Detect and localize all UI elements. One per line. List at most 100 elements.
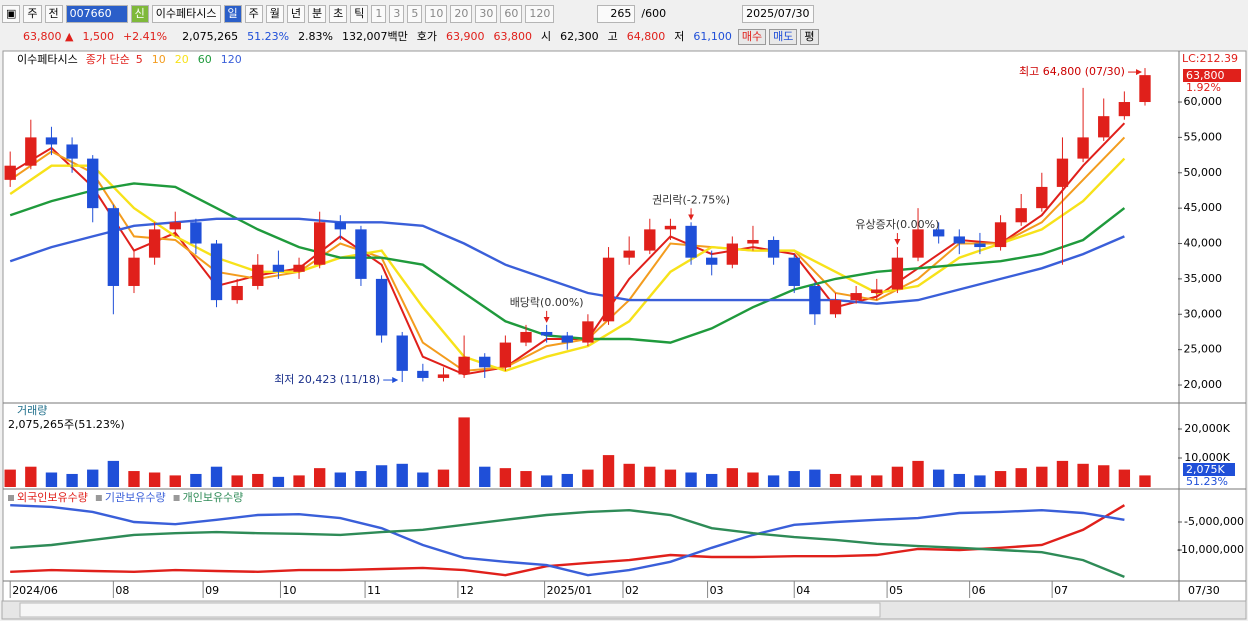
market-select[interactable]: 주	[23, 5, 42, 23]
volume-bar	[788, 471, 800, 487]
candle-body	[974, 243, 986, 248]
volume-bar	[871, 475, 883, 487]
high-label: 고	[607, 30, 618, 43]
volume-bar	[210, 466, 223, 487]
candle-body	[272, 264, 285, 272]
interval-button[interactable]: 30	[475, 5, 498, 23]
count-input[interactable]: 265	[597, 5, 636, 23]
candle-body	[499, 342, 512, 368]
candle-body	[582, 321, 594, 343]
volume-bar	[458, 417, 470, 487]
volume-bar	[582, 469, 594, 487]
legend-entry: 20	[175, 53, 189, 66]
interval-button[interactable]: 20	[450, 5, 473, 23]
legend-entry: 60	[198, 53, 212, 66]
interval-button[interactable]: 5	[407, 5, 423, 23]
low: 61,100	[693, 30, 732, 43]
candle-body	[891, 257, 904, 290]
date-input[interactable]: 2025/07/30	[742, 5, 814, 23]
x-tick-label: 2025/01	[547, 584, 593, 597]
volume-bar	[829, 473, 842, 487]
candle-body	[1098, 116, 1110, 138]
candle-body	[540, 331, 553, 336]
volume-bar	[272, 476, 285, 487]
chart-label: 이수페타시스	[17, 53, 78, 66]
period-button[interactable]: 분	[308, 5, 327, 23]
candle-body	[1139, 75, 1151, 103]
code-input[interactable]: 007660	[65, 5, 128, 23]
candle-body	[1077, 137, 1089, 159]
x-tick-label: 07	[1054, 584, 1068, 597]
high: 64,800	[626, 30, 666, 43]
candle-body	[685, 225, 697, 258]
sell-button[interactable]: 매도	[769, 29, 798, 45]
candle-body	[479, 356, 491, 368]
panel-title: 거래량	[17, 404, 47, 417]
candle-body	[25, 137, 37, 166]
volume-bar	[128, 471, 140, 487]
candle-body	[644, 229, 656, 251]
volume-bar	[417, 472, 429, 487]
legend-entry: 개인보유수량	[183, 491, 244, 504]
period-button[interactable]: 초	[329, 5, 348, 23]
y-tick-label: 10,000K	[1184, 451, 1230, 464]
menu-button[interactable]: ▣	[2, 5, 21, 23]
volume-bar	[726, 468, 739, 487]
interval-button[interactable]: 3	[389, 5, 405, 23]
period-button[interactable]: 일	[223, 5, 242, 23]
period-button[interactable]: 틱	[350, 5, 369, 23]
y-tick-label: 50,000	[1184, 166, 1223, 179]
volume: 2,075,265	[182, 30, 239, 43]
value-tag-bg	[1183, 463, 1235, 476]
change-rate: +2.41%	[122, 30, 168, 43]
interval-button[interactable]: 10	[425, 5, 448, 23]
x-tick-label: 12	[460, 584, 474, 597]
volume-bar	[375, 465, 388, 487]
legend-entry: 120	[221, 53, 242, 66]
legend-entry: 10	[152, 53, 166, 66]
candle-body	[66, 144, 78, 159]
volume-bar	[190, 473, 202, 487]
y-tick-label: 45,000	[1184, 201, 1223, 214]
y-tick-label: 25,000	[1184, 343, 1223, 356]
price-tag: 63,800	[1186, 69, 1225, 82]
volume-bar	[891, 466, 904, 487]
legend-swatch	[8, 495, 14, 501]
volume-bar	[1118, 469, 1131, 487]
candle-body	[1118, 102, 1131, 117]
buy-button[interactable]: 매수	[737, 29, 767, 45]
interval-button[interactable]: 60	[500, 5, 523, 23]
candle-body	[107, 208, 120, 286]
annotation: 최고 64,800 (07/30)	[1019, 65, 1125, 78]
volume-bar	[4, 469, 16, 487]
candle-body	[726, 243, 739, 265]
interval-button[interactable]: 120	[525, 5, 555, 23]
volume-bar	[66, 473, 78, 487]
panel-frame	[2, 50, 1247, 602]
volume-bar	[45, 472, 58, 487]
period-button[interactable]: 주	[244, 5, 263, 23]
volume-bar	[334, 472, 346, 487]
period-button[interactable]: 년	[286, 5, 306, 23]
y-tick-label: 40,000	[1184, 237, 1223, 250]
balance-button[interactable]: 평	[800, 29, 819, 45]
candle-body	[1056, 158, 1069, 187]
open: 62,300	[560, 30, 599, 43]
period-button[interactable]: 월	[265, 5, 284, 23]
interval-button[interactable]: 1	[371, 5, 387, 23]
ask: 63,900	[446, 30, 485, 43]
line	[10, 504, 1125, 577]
legend-swatch	[95, 495, 102, 501]
candle-body	[334, 222, 346, 230]
y-tick-label: -5,000,000	[1184, 515, 1244, 528]
stock-name[interactable]: 이수페타시스	[151, 5, 221, 23]
count-max: /600	[641, 7, 667, 20]
scroll-thumb[interactable]	[19, 602, 881, 618]
bid: 63,800	[493, 30, 533, 43]
value-tag: 2,075K	[1186, 463, 1225, 476]
candle-body	[747, 239, 759, 244]
scope-select[interactable]: 전	[44, 5, 63, 23]
low-label: 저	[674, 30, 685, 43]
volume-bar	[25, 466, 37, 487]
legend-entry: 5	[136, 53, 143, 66]
